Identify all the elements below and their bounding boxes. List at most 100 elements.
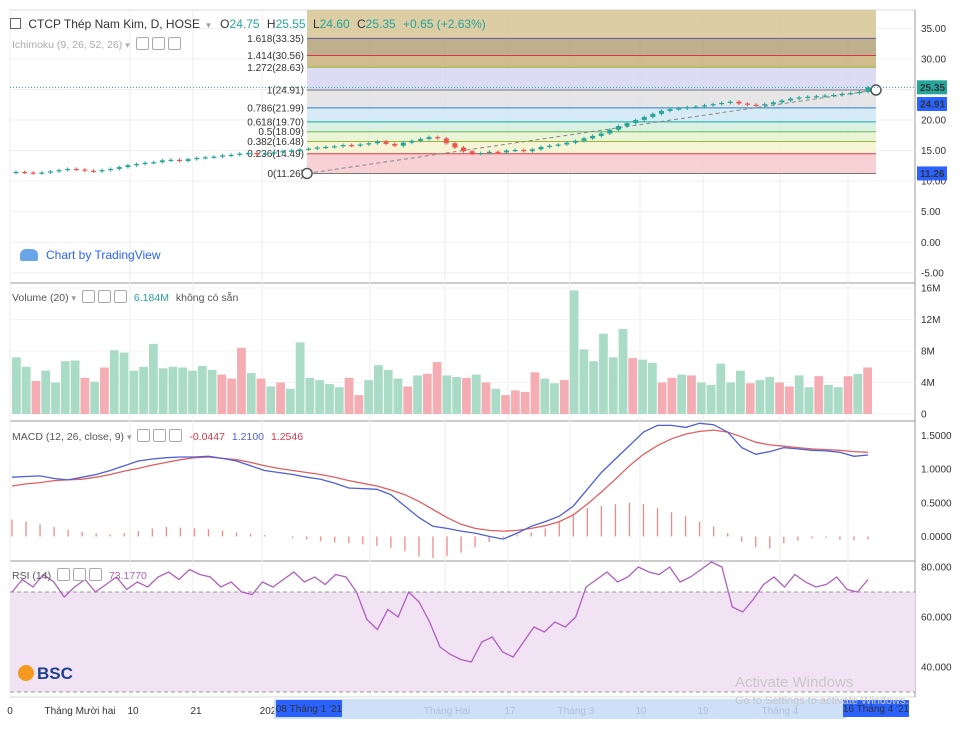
candle-body (770, 102, 776, 105)
volume-bar (667, 377, 677, 414)
candle-body (495, 151, 501, 154)
close-icon[interactable] (169, 429, 183, 442)
volume-bar (716, 363, 726, 414)
chevron-down-icon[interactable]: ▾ (126, 432, 132, 442)
chevron-down-icon[interactable]: ▾ (206, 20, 211, 30)
candle-body (228, 154, 234, 157)
candle-body (22, 171, 28, 174)
close-icon[interactable] (89, 568, 103, 581)
volume-title[interactable]: Volume (20) (12, 292, 69, 304)
volume-bar (197, 365, 207, 414)
volume-bar (325, 384, 334, 414)
rsi-axis-tick: 80.000 (921, 563, 952, 574)
visibility-icon[interactable] (98, 290, 111, 303)
fib-level-label: 0.236(14.49) (247, 149, 304, 160)
candle-body (426, 137, 432, 139)
candle-body (400, 142, 406, 146)
fib-zone (307, 141, 876, 154)
close-icon[interactable] (114, 290, 127, 303)
candle-body (831, 94, 837, 97)
candle-body (142, 162, 148, 165)
candle-body (667, 109, 673, 111)
fib-bottom-badge-bg (917, 166, 947, 181)
candle-body (745, 103, 751, 105)
chevron-down-icon[interactable]: ▾ (125, 40, 130, 50)
time-axis-label: 202 (260, 706, 277, 717)
close-icon[interactable] (167, 37, 181, 50)
macd-title[interactable]: MACD (12, 26, close, 9) (12, 431, 125, 443)
chevron-down-icon[interactable]: ▾ (71, 293, 77, 303)
fib-zone (307, 107, 876, 122)
macd-axis-tick: 0.0000 (921, 532, 952, 543)
high-label: H (266, 17, 276, 31)
tradingview-link[interactable]: Chart by TradingView (20, 248, 161, 262)
indicator-title[interactable]: Ichimoku (9, 26, 52, 26) (12, 39, 123, 51)
volume-bar (618, 328, 628, 414)
candle-body (658, 110, 664, 114)
volume-bar (31, 380, 41, 414)
price-axis-tick: -5.00 (921, 268, 944, 279)
candle-body (564, 142, 570, 145)
candle-body (805, 96, 811, 98)
volume-bar (843, 376, 853, 414)
close-value: 25.35 (365, 17, 396, 31)
candle-body (676, 108, 682, 110)
candle-body (185, 159, 191, 161)
rsi-title[interactable]: RSI (14) (12, 570, 52, 582)
activate-windows-title: Activate Windows (735, 674, 854, 691)
volume-bar (687, 375, 696, 414)
fib-level-label: 0(11.26) (267, 169, 304, 180)
price-axis-tick: 10.00 (921, 177, 946, 188)
candle-body (710, 104, 716, 106)
volume-bar (383, 369, 393, 414)
settings-icon[interactable] (135, 37, 149, 50)
candle-body (521, 149, 527, 152)
candle-body (469, 151, 475, 154)
last-price-badge-bg (917, 80, 947, 95)
volume-bar (413, 375, 422, 414)
volume-bar (520, 391, 530, 414)
candle-body (719, 102, 725, 105)
volume-bar (41, 370, 51, 414)
visibility-icon[interactable] (73, 568, 87, 581)
volume-bar (217, 374, 227, 414)
fib-level-label: 0.786(21.99) (247, 103, 304, 114)
candle-body (366, 143, 372, 145)
volume-bar (109, 350, 119, 414)
candle-body (633, 120, 639, 124)
volume-bar (344, 377, 354, 414)
candle-body (47, 171, 53, 173)
settings-icon[interactable] (82, 290, 95, 303)
volume-bar (246, 373, 256, 414)
candle-body (461, 147, 467, 152)
volume-bar (726, 382, 736, 414)
volume-bar (90, 381, 100, 414)
candle-body (357, 144, 363, 146)
volume-bar (550, 383, 559, 414)
price-axis-tick: 0.00 (921, 238, 941, 249)
volume-axis-tick: 16M (921, 284, 940, 295)
rsi-value: 73.1770 (108, 570, 147, 582)
volume-bar (510, 390, 520, 414)
settings-icon[interactable] (137, 429, 151, 442)
settings-icon[interactable] (57, 568, 71, 581)
candle-body (624, 123, 630, 127)
fib-zone-top (307, 10, 876, 39)
visibility-icon[interactable] (153, 429, 167, 442)
visibility-icon[interactable] (151, 37, 165, 50)
fib-level-label: 1.618(33.35) (247, 34, 304, 45)
candle-body (168, 159, 174, 161)
volume-bar (393, 378, 403, 414)
time-axis-label: Tháng Mười hai (44, 706, 115, 717)
collapse-icon[interactable] (10, 18, 21, 29)
volume-bar (745, 383, 755, 414)
candle-body (762, 104, 768, 106)
volume-bar (647, 362, 657, 414)
symbol-legend: CTCP Thép Nam Kim, D, HOSE ▾ O24.75 H25.… (10, 17, 486, 31)
volume-bar (814, 376, 824, 414)
fib-bottom-badge: 11.26 (920, 169, 945, 180)
candle-body (288, 150, 294, 152)
volume-bar (256, 378, 266, 414)
symbol-title[interactable]: CTCP Thép Nam Kim, D, HOSE (28, 17, 200, 31)
